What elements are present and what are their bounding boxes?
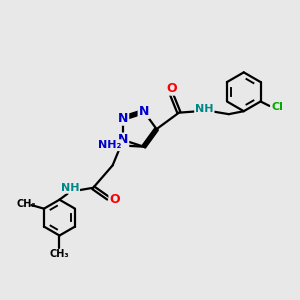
Text: N: N <box>118 112 128 125</box>
Text: NH: NH <box>195 104 214 114</box>
Text: CH₃: CH₃ <box>16 199 36 209</box>
Text: O: O <box>110 193 120 206</box>
Text: N: N <box>118 134 128 146</box>
Text: NH₂: NH₂ <box>98 140 121 150</box>
Text: Cl: Cl <box>271 102 283 112</box>
Text: NH: NH <box>61 183 79 193</box>
Text: O: O <box>166 82 177 95</box>
Text: N: N <box>139 105 149 118</box>
Text: CH₃: CH₃ <box>50 249 69 259</box>
